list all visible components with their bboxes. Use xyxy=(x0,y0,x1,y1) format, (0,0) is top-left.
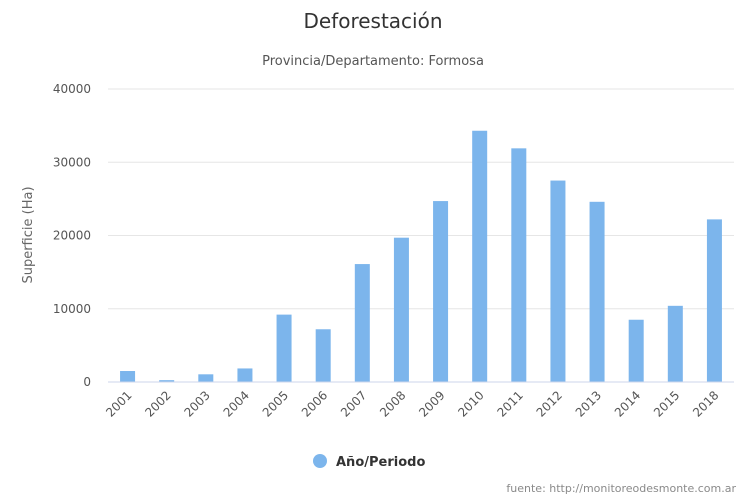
bar-2007[interactable] xyxy=(354,264,370,382)
x-tick-label: 2015 xyxy=(651,388,682,419)
x-tick-label: 2013 xyxy=(573,388,604,419)
bar-2002[interactable] xyxy=(159,380,175,382)
bar-2015[interactable] xyxy=(667,305,683,382)
x-tick-label: 2018 xyxy=(690,388,721,419)
legend[interactable]: Año/Periodo xyxy=(313,454,425,470)
gridlines xyxy=(108,88,734,310)
bar-2010[interactable] xyxy=(472,130,488,382)
x-tick-label: 2007 xyxy=(338,388,369,419)
credits[interactable]: fuente: http://monitoreodesmonte.com.ar xyxy=(506,482,736,495)
x-tick-label: 2003 xyxy=(181,388,212,419)
bar-2011[interactable] xyxy=(511,148,527,382)
legend-marker[interactable] xyxy=(313,454,327,468)
bar-2013[interactable] xyxy=(589,201,605,382)
x-tick-label: 2014 xyxy=(612,388,643,419)
bar-2009[interactable] xyxy=(433,201,449,382)
bar-2001[interactable] xyxy=(120,371,136,382)
bar-2006[interactable] xyxy=(315,329,331,382)
y-axis-label: Superficie (Ha) xyxy=(21,186,36,283)
bar-2008[interactable] xyxy=(393,237,409,382)
bars xyxy=(120,130,722,382)
x-tick-label: 2002 xyxy=(142,388,173,419)
bar-2018[interactable] xyxy=(706,219,722,382)
x-tick-label: 2010 xyxy=(455,388,486,419)
bar-2003[interactable] xyxy=(198,374,214,382)
x-tick-label: 2004 xyxy=(221,388,252,419)
x-tick-label: 2012 xyxy=(534,388,565,419)
chart-title: Deforestación xyxy=(303,9,442,33)
y-tick-label: 30000 xyxy=(53,155,91,169)
chart-subtitle: Provincia/Departamento: Formosa xyxy=(262,54,484,69)
x-tick-label: 2005 xyxy=(260,388,291,419)
y-tick-label: 10000 xyxy=(53,302,91,316)
x-tick-label: 2011 xyxy=(494,388,525,419)
bar-2012[interactable] xyxy=(550,180,566,382)
y-tick-label: 20000 xyxy=(53,229,91,243)
x-tick-label: 2009 xyxy=(416,388,447,419)
y-axis-ticks: 0 10000 20000 30000 40000 xyxy=(53,82,91,389)
bar-2014[interactable] xyxy=(628,319,644,382)
bar-2005[interactable] xyxy=(276,314,292,382)
y-tick-label: 0 xyxy=(83,375,91,389)
bar-2004[interactable] xyxy=(237,368,253,382)
y-tick-label: 40000 xyxy=(53,82,91,96)
legend-label[interactable]: Año/Periodo xyxy=(336,455,425,470)
x-tick-label: 2001 xyxy=(103,388,134,419)
x-tick-label: 2006 xyxy=(299,388,330,419)
x-tick-label: 2008 xyxy=(377,388,408,419)
x-axis-ticks: 2001 2002 2003 2004 2005 2006 2007 2008 2009 2010… xyxy=(103,388,721,419)
